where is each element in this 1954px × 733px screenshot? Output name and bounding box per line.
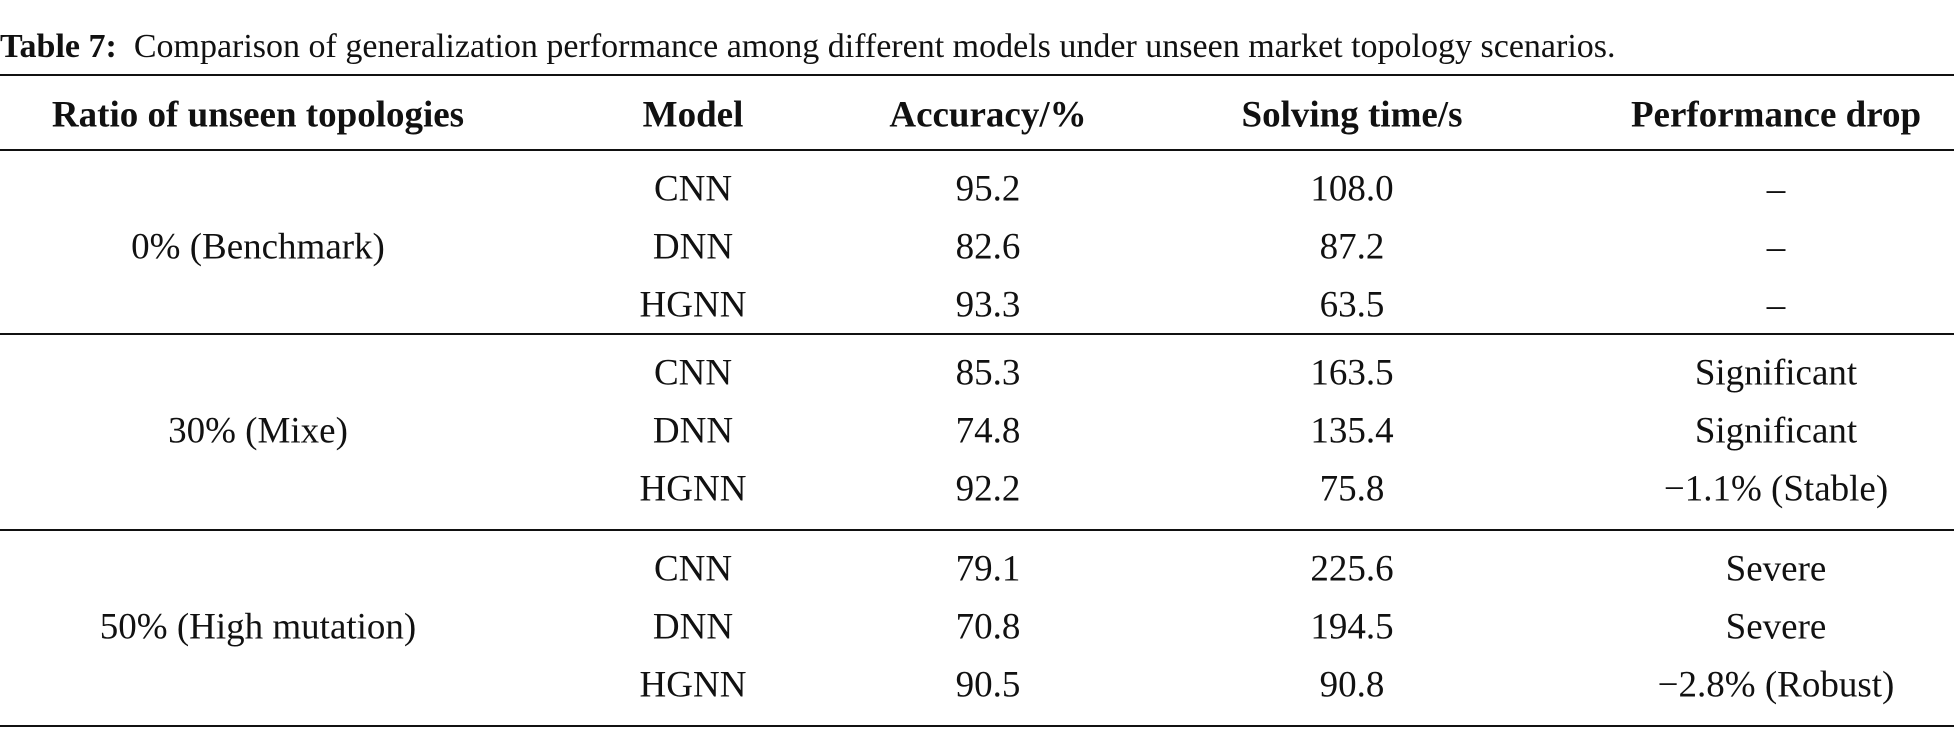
cell: HGNN [639, 468, 747, 510]
cell: 135.4 [1310, 410, 1394, 452]
cell: 82.6 [955, 226, 1021, 268]
cell: 63.5 [1319, 284, 1385, 326]
cell: 79.1 [955, 548, 1021, 590]
cell: 85.3 [955, 352, 1021, 394]
ratio-cell: 50% (High mutation) [99, 606, 417, 648]
cell: CNN [653, 352, 733, 394]
cell: 90.8 [1319, 664, 1385, 706]
column-header: Performance drop [1630, 94, 1922, 136]
table-rule [0, 74, 1954, 76]
cell: Severe [1725, 606, 1827, 648]
cell: 75.8 [1319, 468, 1385, 510]
cell: HGNN [639, 284, 747, 326]
ratio-cell: 30% (Mixe) [168, 410, 348, 452]
caption-text: Comparison of generalization performance… [133, 28, 1616, 65]
table-rule [0, 529, 1954, 531]
cell: −1.1% (Stable) [1663, 468, 1889, 510]
column-header: Model [642, 94, 744, 136]
cell: 194.5 [1310, 606, 1394, 648]
cell: Significant [1694, 352, 1858, 394]
cell: 90.5 [955, 664, 1021, 706]
cell: CNN [653, 168, 733, 210]
column-header: Accuracy/% [889, 94, 1087, 136]
cell: HGNN [639, 664, 747, 706]
cell: −2.8% (Robust) [1657, 664, 1895, 706]
cell: Significant [1694, 410, 1858, 452]
cell: 92.2 [955, 468, 1021, 510]
cell: 93.3 [955, 284, 1021, 326]
cell: DNN [652, 226, 734, 268]
cell: – [1766, 226, 1786, 268]
cell: 225.6 [1310, 548, 1394, 590]
cell: DNN [652, 606, 734, 648]
cell: – [1766, 168, 1786, 210]
cell: 70.8 [955, 606, 1021, 648]
cell: 95.2 [955, 168, 1021, 210]
cell: 74.8 [955, 410, 1021, 452]
cell: 163.5 [1310, 352, 1394, 394]
cell: DNN [652, 410, 734, 452]
table-rule [0, 149, 1954, 151]
column-header: Solving time/s [1241, 94, 1463, 136]
cell: 108.0 [1310, 168, 1394, 210]
caption-label: Table 7: [0, 28, 117, 65]
column-header: Ratio of unseen topologies [51, 94, 465, 136]
caption: Table 7: Comparison of generalization pe… [0, 28, 1616, 66]
cell: 87.2 [1319, 226, 1385, 268]
table-rule [0, 725, 1954, 727]
cell: Severe [1725, 548, 1827, 590]
cell: – [1766, 284, 1786, 326]
ratio-cell: 0% (Benchmark) [131, 226, 385, 268]
table-rule [0, 333, 1954, 335]
cell: CNN [653, 548, 733, 590]
